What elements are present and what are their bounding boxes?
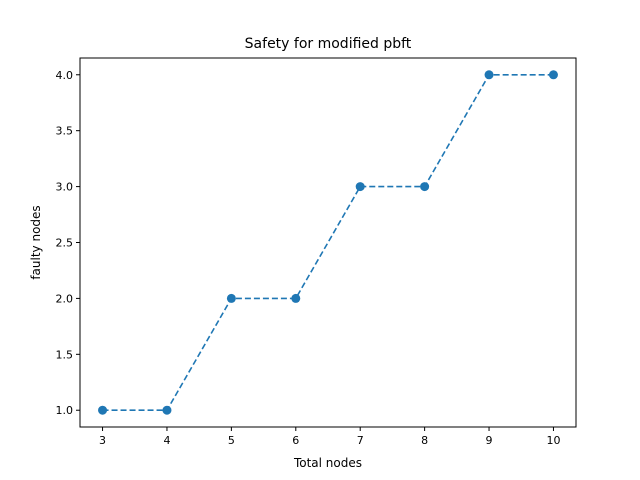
data-point (484, 70, 494, 80)
series-line (102, 73, 554, 412)
y-tick-label: 2.5 (56, 237, 74, 250)
plot-area: 3 4 5 6 7 8 9 10 1.0 1.5 2.0 2.5 3.0 3.5 4.0 (56, 69, 561, 447)
x-tick-label: 10 (546, 434, 560, 447)
x-tick-label: 8 (421, 434, 428, 447)
x-tick-label: 3 (99, 434, 106, 447)
data-point (355, 182, 365, 192)
axes-frame (79, 57, 577, 428)
y-tick-label: 3.5 (56, 125, 74, 138)
y-tick-label: 3.0 (56, 181, 74, 194)
chart-title: Safety for modified pbft (245, 36, 412, 52)
x-tick-label: 6 (292, 434, 299, 447)
data-point (548, 70, 558, 80)
x-tick-label: 5 (228, 434, 235, 447)
x-tick-label: 4 (163, 434, 170, 447)
y-axis-title: faulty nodes (29, 205, 43, 279)
x-tick-label: 7 (357, 434, 364, 447)
data-point (162, 405, 172, 415)
y-tick-label: 4.0 (56, 69, 74, 82)
y-tick-label: 1.0 (56, 404, 74, 417)
data-point (226, 293, 236, 303)
data-point (98, 405, 108, 415)
x-axis-title: Total nodes (293, 456, 362, 470)
data-point (420, 182, 430, 192)
x-tick-label: 9 (486, 434, 493, 447)
y-tick-label: 1.5 (56, 348, 74, 361)
data-point (291, 293, 301, 303)
y-tick-label: 2.0 (56, 292, 74, 305)
